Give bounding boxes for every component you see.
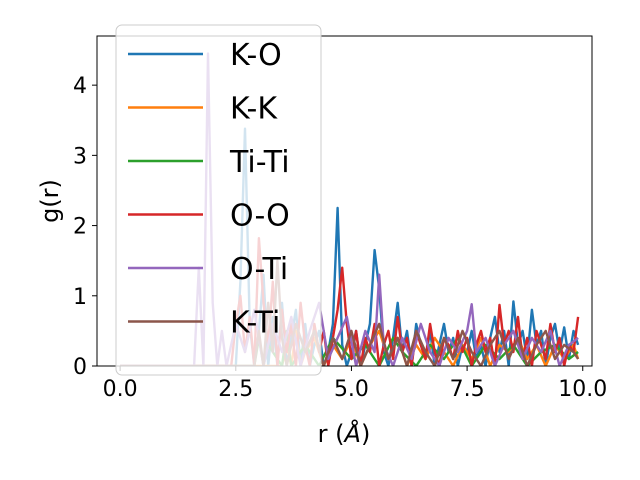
x-tick-label: 2.5 xyxy=(218,377,253,402)
y-tick-label: 3 xyxy=(73,144,87,169)
x-axis-label-close: ) xyxy=(361,420,370,448)
legend-label-o-o: O-O xyxy=(230,199,290,234)
legend-label-k-k: K-K xyxy=(230,92,278,127)
legend-label-o-ti: O-Ti xyxy=(230,252,288,287)
y-tick-label: 1 xyxy=(73,285,87,310)
plot-frame xyxy=(96,35,593,367)
y-axis: 0 1 2 3 4 xyxy=(73,74,97,380)
x-axis: 0.0 2.5 5.0 7.5 10.0 xyxy=(103,366,607,402)
x-tick-label: 10.0 xyxy=(558,377,607,402)
x-tick-label: 0.0 xyxy=(103,377,138,402)
y-tick-label: 4 xyxy=(73,74,87,99)
legend-label-k-ti: K-Ti xyxy=(230,306,280,341)
y-tick-label: 0 xyxy=(73,355,87,380)
y-tick-label: 2 xyxy=(73,215,87,240)
x-tick-label: 7.5 xyxy=(450,377,485,402)
x-axis-label-unit: Å xyxy=(343,419,361,448)
x-axis-label: r (Å) xyxy=(318,419,371,448)
x-axis-label-text: r ( xyxy=(318,420,345,448)
y-axis-label: g(r) xyxy=(36,179,64,223)
legend: K-O K-K Ti-Ti O-O O-Ti K-Ti xyxy=(115,24,322,376)
legend-label-k-o: K-O xyxy=(230,38,282,73)
x-tick-label: 5.0 xyxy=(334,377,369,402)
legend-box xyxy=(115,24,322,376)
legend-label-ti-ti: Ti-Ti xyxy=(229,145,290,180)
